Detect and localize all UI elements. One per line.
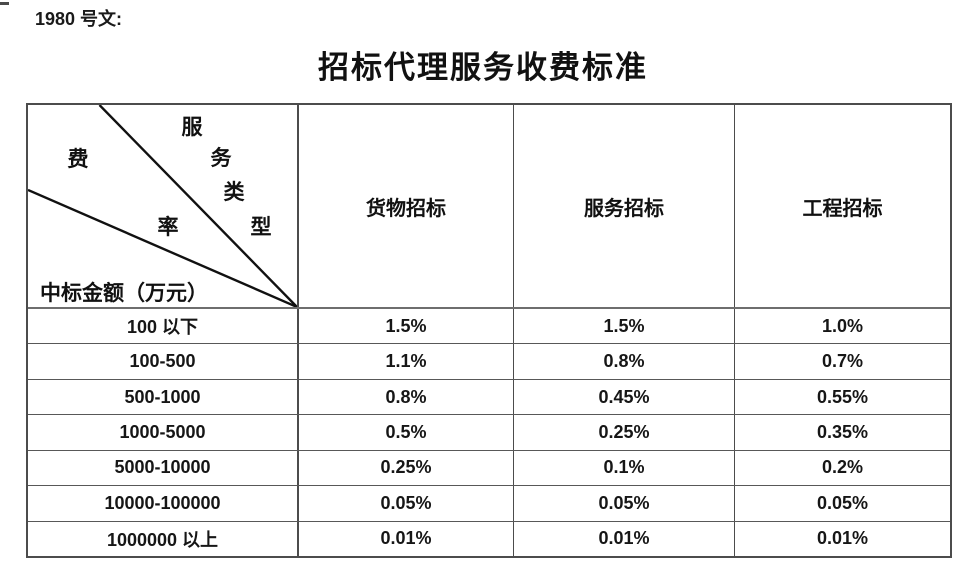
fee-value-cell: 0.01% [816, 528, 869, 549]
fee-value-cell: 0.25% [299, 450, 514, 486]
table-row: 5000-10000 0.25% 0.1% 0.2% [28, 450, 950, 487]
amount-range-cell: 5000-10000 [28, 450, 299, 486]
table-row: 1000000 以上 0.01% 0.01% 0.01% [28, 521, 950, 556]
fee-value-cell: 1.0% [821, 315, 864, 336]
table-row: 1000-5000 0.5% 0.25% 0.35% [28, 415, 950, 451]
amount-range-cell: 1000000 以上 [28, 521, 299, 556]
amount-range-cell: 100-500 [28, 344, 299, 379]
amount-range-cell: 500-1000 [28, 379, 299, 415]
fee-value-cell: 0.5% [299, 415, 514, 450]
fee-value-cell: 0.01% [299, 521, 514, 556]
table-body: 100 以下 1.5% 1.5% 1.0% 100-500 1.1% 0.8% … [28, 309, 950, 556]
table-row: 100 以下 1.5% 1.5% 1.0% [28, 309, 950, 345]
fee-standard-table: 服 务 类 型 费 率 中标金额（万元） 货物招标 服务招标 工程招标 100 … [26, 103, 952, 558]
column-header-services: 服务招标 [514, 105, 735, 307]
fee-value-cell: 0.05% [514, 486, 735, 521]
diagonal-lines [28, 105, 297, 307]
corner-label-amount: 中标金额（万元） [40, 281, 208, 305]
corner-label-service-char: 务 [210, 146, 232, 170]
corner-label-fee-char: 率 [157, 215, 179, 239]
fee-value-cell: 0.55% [816, 386, 869, 407]
fee-value-cell: 0.35% [816, 421, 869, 442]
column-header-goods: 货物招标 [299, 105, 514, 307]
page-edge-artifact [0, 2, 9, 5]
corner-label-fee-char: 费 [67, 147, 89, 171]
fee-value-cell: 0.1% [514, 450, 735, 486]
fee-value-cell: 0.01% [514, 521, 735, 556]
page-title: 招标代理服务收费标准 [318, 50, 648, 85]
fee-value-cell: 0.25% [514, 415, 735, 450]
doc-number-label: 1980 号文: [35, 9, 123, 29]
fee-value-cell: 0.45% [514, 379, 735, 415]
amount-range-cell: 10000-100000 [28, 486, 299, 521]
fee-value-cell: 0.2% [821, 457, 864, 478]
amount-range-cell: 100 以下 [28, 309, 299, 344]
fee-value-cell: 0.8% [299, 379, 514, 415]
fee-value-cell: 1.5% [299, 309, 514, 344]
column-header-engineering: 工程招标 [802, 197, 883, 220]
table-row: 500-1000 0.8% 0.45% 0.55% [28, 379, 950, 416]
fee-value-cell: 1.5% [514, 309, 735, 344]
table-header-row: 服 务 类 型 费 率 中标金额（万元） 货物招标 服务招标 工程招标 [28, 105, 950, 309]
fee-value-cell: 0.8% [514, 344, 735, 379]
corner-label-service-char: 型 [250, 215, 272, 239]
fee-value-cell: 0.05% [299, 486, 514, 521]
table-row: 10000-100000 0.05% 0.05% 0.05% [28, 486, 950, 522]
corner-label-service-char: 类 [223, 180, 245, 204]
fee-value-cell: 0.05% [816, 492, 869, 513]
fee-value-cell: 0.7% [821, 351, 864, 372]
amount-range-cell: 1000-5000 [28, 415, 299, 450]
fee-value-cell: 1.1% [299, 344, 514, 379]
table-row: 100-500 1.1% 0.8% 0.7% [28, 344, 950, 380]
corner-label-service-char: 服 [181, 115, 203, 139]
diagonal-header-cell: 服 务 类 型 费 率 中标金额（万元） [28, 105, 299, 307]
